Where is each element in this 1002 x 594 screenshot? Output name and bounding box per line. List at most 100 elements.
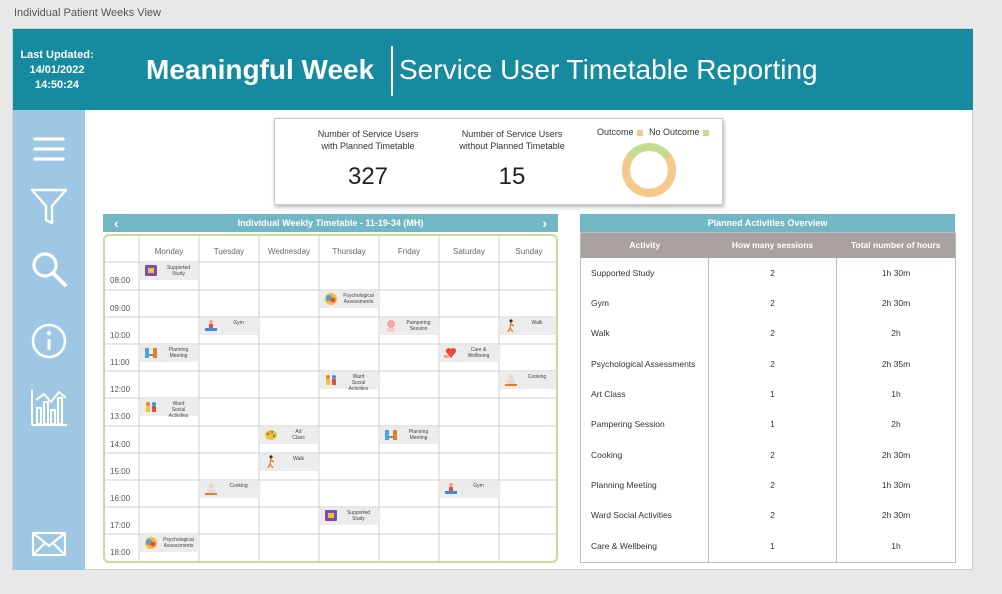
timetable-activity[interactable]: Psychological Assessments xyxy=(140,535,199,552)
sessions-cell: 2 xyxy=(708,439,837,470)
activity-label: Gym xyxy=(460,483,497,489)
kpi-with-value: 327 xyxy=(347,163,389,190)
table-header-row: Activity How many sessions Total number … xyxy=(580,232,956,258)
activity-label: Walk xyxy=(280,456,317,462)
activity-label-line: Art xyxy=(295,429,302,435)
activity-label-line: Ward xyxy=(172,401,185,407)
mail-icon[interactable] xyxy=(29,524,69,564)
sessions-cell: 2 xyxy=(708,257,837,288)
timetable-prev-button[interactable]: ‹ xyxy=(114,215,119,231)
timetable-title-bar: ‹ Individual Weekly Timetable - 11-19-34… xyxy=(103,214,558,232)
timetable-activity[interactable]: Planning Meeting xyxy=(380,427,439,444)
page-subtitle: Service User Timetable Reporting xyxy=(399,54,818,85)
activity-cell: Pampering Session xyxy=(591,419,665,430)
care-icon xyxy=(444,348,457,358)
timetable-activity[interactable]: Planning Meeting xyxy=(140,345,199,362)
activity-label-line: Care & xyxy=(470,347,487,353)
activity-label-line: Study xyxy=(352,516,365,522)
timetable-activity[interactable]: Psychological Assessments xyxy=(320,291,379,308)
timetable-activity[interactable]: Art Class xyxy=(260,427,319,444)
activity-label-line: Psychological xyxy=(343,293,374,299)
filter-icon[interactable] xyxy=(29,187,69,227)
walk-icon xyxy=(267,455,275,469)
activity-label-line: Walk xyxy=(293,456,304,462)
activity-label-line: Ward xyxy=(352,374,365,380)
kpi-without-label-line2: without Planned Timetable xyxy=(459,141,565,151)
timetable-grid: Monday Tuesday Wednesday Thursday Friday Satu… xyxy=(105,236,556,561)
col-header-sessions: How many sessions xyxy=(708,232,837,258)
table-row: Gym 2 2h 30m xyxy=(581,287,956,319)
activity-label-line: Social xyxy=(351,380,366,386)
social-icon xyxy=(146,402,156,412)
menu-icon[interactable] xyxy=(29,129,69,169)
legend-no-outcome-label: No Outcome xyxy=(649,127,700,137)
table-row: Supported Study 2 1h 30m xyxy=(581,257,956,288)
cooking-icon xyxy=(505,374,517,386)
activity-label: Planning Meeting xyxy=(400,429,437,441)
outcome-donut xyxy=(622,143,676,197)
info-icon[interactable] xyxy=(29,321,69,361)
timetable-activity[interactable]: Ward Social Activities xyxy=(320,372,379,392)
time-label: 13:00 xyxy=(110,412,131,421)
time-label: 08:00 xyxy=(110,276,131,285)
sessions-cell: 2 xyxy=(708,348,837,379)
timetable-activity[interactable]: Supported Study xyxy=(140,263,199,280)
social-icon xyxy=(326,375,336,385)
timetable-activity[interactable]: Cooking xyxy=(200,481,259,498)
hours-cell: 1h xyxy=(836,378,956,410)
activity-label-line: Supported xyxy=(346,510,371,516)
study-icon xyxy=(145,265,157,276)
meeting-icon xyxy=(145,348,157,358)
sidebar xyxy=(13,110,85,570)
timetable-gridlines xyxy=(105,236,556,561)
activity-label-line: Planning xyxy=(408,429,429,435)
table-row: Cooking 2 2h 30m xyxy=(581,439,956,470)
table-row: Walk 2 2h xyxy=(581,318,956,349)
timetable-activity[interactable]: Walk xyxy=(260,454,319,471)
activity-label-line: Wellbeing xyxy=(467,353,490,359)
day-header-saturday: Saturday xyxy=(452,247,486,256)
activity-label: Care & Wellbeing xyxy=(460,347,497,359)
last-updated-label: Last Updated: xyxy=(20,49,94,61)
analytics-icon[interactable] xyxy=(29,388,69,428)
timetable-activity[interactable]: Cooking xyxy=(500,372,556,389)
outcome-legend: Outcome No Outcome xyxy=(597,127,713,137)
legend-no-outcome-swatch xyxy=(702,129,709,136)
time-label: 14:00 xyxy=(110,440,131,449)
timetable-next-button[interactable]: › xyxy=(542,215,547,231)
day-header-thursday: Thursday xyxy=(332,247,366,256)
timetable-activity[interactable]: Walk xyxy=(500,318,556,335)
last-updated-date: 14/01/2022 xyxy=(29,64,85,76)
activity-label: Planning Meeting xyxy=(160,347,197,359)
kpi-card: Number of Service Users with Planned Tim… xyxy=(274,118,723,205)
timetable-activity[interactable]: Ward Social Activities xyxy=(140,399,199,419)
hours-cell: 2h xyxy=(836,318,956,349)
kpi-without-value: 15 xyxy=(498,163,526,190)
activity-label: Supported Study xyxy=(340,510,377,522)
timetable-activity[interactable]: Supported Study xyxy=(320,508,379,525)
activity-label: Ward Social Activities xyxy=(340,374,377,392)
activity-label: Supported Study xyxy=(160,265,197,277)
timetable-activity[interactable]: Gym xyxy=(440,481,499,498)
activity-label-line: Planning xyxy=(168,347,189,353)
timetable-activity[interactable]: Care & Wellbeing xyxy=(440,345,499,362)
day-header-monday: Monday xyxy=(154,247,184,256)
psychology-icon xyxy=(145,537,157,549)
day-header-sunday: Sunday xyxy=(515,247,543,256)
timetable: Monday Tuesday Wednesday Thursday Friday Satu… xyxy=(103,234,558,563)
search-icon[interactable] xyxy=(29,249,69,289)
activity-label: Psychological Assessments xyxy=(340,293,377,305)
legend-outcome-label: Outcome xyxy=(597,127,634,137)
page-title: Meaningful Week xyxy=(146,54,375,85)
timetable-activity[interactable]: Pampering Session xyxy=(380,318,439,335)
psychology-icon xyxy=(325,293,337,305)
table-row: Care & Wellbeing 1 1h xyxy=(581,530,956,563)
planned-activities-table: Activity How many sessions Total number … xyxy=(580,232,956,563)
day-header-friday: Friday xyxy=(397,247,421,256)
sessions-cell: 2 xyxy=(708,469,837,501)
hours-cell: 2h xyxy=(836,409,956,440)
timetable-activity[interactable]: Gym xyxy=(200,318,259,335)
header-banner: Last Updated: 14/01/2022 14:50:24 Meanin… xyxy=(13,29,973,110)
activity-label-line: Activities xyxy=(168,413,189,419)
donut-outcome-segment xyxy=(622,143,676,197)
